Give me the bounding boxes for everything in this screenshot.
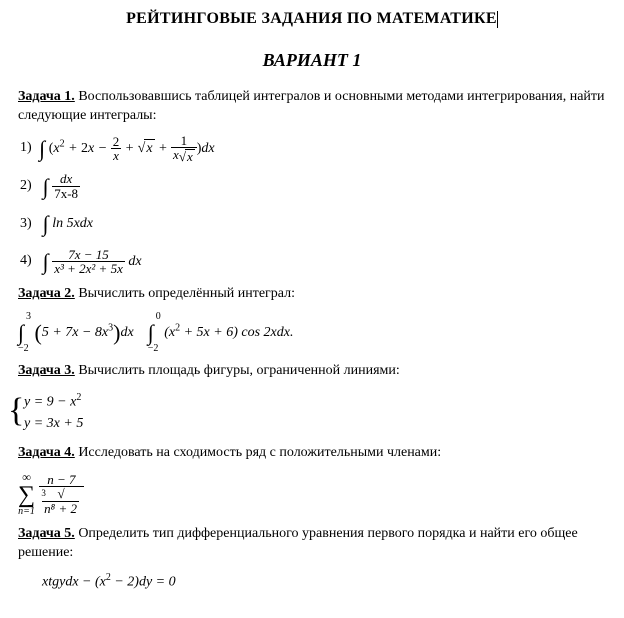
task-4: Задача 4. Исследовать на сходимость ряд … [18,444,606,463]
variant-heading: ВАРИАНТ 1 [18,48,606,72]
task-5-text: Определить тип дифференциального уравнен… [18,526,578,560]
task-5-expr: xtgydx − (x2 − 2)dy = 0 [42,571,606,593]
fraction: 7x − 15 x³ + 2x² + 5x [52,248,125,276]
task-1-item-3: 3) ∫ ln 5xdx [20,209,606,239]
page-title: РЕЙТИНГОВЫЕ ЗАДАНИЯ ПО МАТЕМАТИКЕ [18,8,606,30]
task-3-system: y = 9 − x2 y = 3x + 5 [18,388,606,436]
task-4-label: Задача 4. [18,445,75,460]
integral-sign: ∫ [43,209,49,239]
brace-system: y = 9 − x2 y = 3x + 5 [18,390,83,434]
task-1-label: Задача 1. [18,89,75,104]
item-num: 2) [20,177,32,196]
text-cursor [497,11,498,28]
integral-sign: ∫ [39,134,45,164]
fraction: dx 7x-8 [52,172,80,200]
title-text: РЕЙТИНГОВЫЕ ЗАДАНИЯ ПО МАТЕМАТИКЕ [126,10,497,27]
task-1-item-2: 2) ∫ dx 7x-8 [20,172,606,202]
task-1-text: Воспользовавшись таблицей интегралов и о… [18,89,605,123]
integral-sign: ∫ [43,247,49,277]
task-2-expr: 3 ∫ −2 (5 + 7x − 8x3)dx 0 ∫ −2 (x2 + 5x … [18,312,606,354]
task-3-text: Вычислить площадь фигуры, ограниченной л… [75,363,400,378]
task-5-label: Задача 5. [18,526,75,541]
sqrt: x [138,139,155,159]
task-1: Задача 1. Воспользовавшись таблицей инте… [18,88,606,126]
task-2: Задача 2. Вычислить определённый интегра… [18,285,606,304]
fraction: 1 xx [171,134,197,164]
item-num: 4) [20,252,32,271]
fraction: n − 7 3n⁸ + 2 [39,473,84,516]
fraction: 2 x [111,135,122,163]
task-1-item-1: 1) ∫ (x2 + 2x − 2 x + x + 1 xx )dx [20,134,606,164]
def-integral: 0 ∫ −2 [148,312,161,354]
task-1-items: 1) ∫ (x2 + 2x − 2 x + x + 1 xx )dx 2) ∫ … [20,134,606,277]
task-2-text: Вычислить определённый интеграл: [75,286,295,301]
task-4-text: Исследовать на сходимость ряд с положите… [75,445,441,460]
task-1-item-4: 4) ∫ 7x − 15 x³ + 2x² + 5x dx [20,247,606,277]
integral-sign: ∫ [43,172,49,202]
item-num: 1) [20,139,32,158]
task-3-label: Задача 3. [18,363,75,378]
def-integral: 3 ∫ −2 [18,312,31,354]
item-num: 3) [20,215,32,234]
task-3: Задача 3. Вычислить площадь фигуры, огра… [18,362,606,381]
task-4-expr: ∞ ∑ n=1 n − 7 3n⁸ + 2 [18,471,606,517]
task-5: Задача 5. Определить тип дифференциально… [18,525,606,563]
summation: ∞ ∑ n=1 [18,471,35,517]
task-2-label: Задача 2. [18,286,75,301]
